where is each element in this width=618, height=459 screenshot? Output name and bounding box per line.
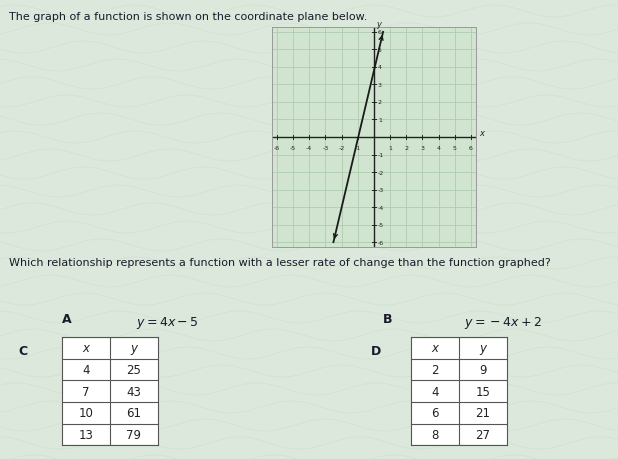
Text: 6: 6 bbox=[469, 146, 473, 151]
Text: -3: -3 bbox=[322, 146, 328, 151]
Text: B: B bbox=[383, 312, 392, 325]
Text: 25: 25 bbox=[126, 363, 141, 376]
Text: y: y bbox=[376, 20, 381, 28]
Text: 4: 4 bbox=[431, 385, 439, 398]
Text: 4: 4 bbox=[82, 363, 90, 376]
Text: -2: -2 bbox=[339, 146, 345, 151]
Text: x: x bbox=[431, 341, 438, 355]
Text: 5: 5 bbox=[378, 48, 382, 53]
Text: 43: 43 bbox=[126, 385, 141, 398]
Text: y: y bbox=[480, 341, 486, 355]
Text: 4: 4 bbox=[437, 146, 441, 151]
Text: 10: 10 bbox=[78, 406, 93, 420]
Text: -5: -5 bbox=[290, 146, 296, 151]
Text: 8: 8 bbox=[431, 428, 439, 441]
Text: 6: 6 bbox=[378, 30, 382, 35]
Text: -4: -4 bbox=[306, 146, 312, 151]
Text: 5: 5 bbox=[453, 146, 457, 151]
Text: $y = 4x - 5$: $y = 4x - 5$ bbox=[136, 314, 198, 330]
Text: 61: 61 bbox=[126, 406, 141, 420]
Text: The graph of a function is shown on the coordinate plane below.: The graph of a function is shown on the … bbox=[9, 11, 368, 22]
Text: -3: -3 bbox=[378, 188, 384, 193]
Text: 13: 13 bbox=[78, 428, 93, 441]
Text: C: C bbox=[19, 344, 28, 357]
Text: x: x bbox=[82, 341, 89, 355]
Text: D: D bbox=[371, 344, 381, 357]
Text: -1: -1 bbox=[355, 146, 361, 151]
Text: -5: -5 bbox=[378, 223, 384, 228]
Text: 15: 15 bbox=[475, 385, 490, 398]
Text: 1: 1 bbox=[378, 118, 382, 123]
Text: 3: 3 bbox=[420, 146, 425, 151]
Text: -6: -6 bbox=[274, 146, 280, 151]
Text: -2: -2 bbox=[378, 170, 384, 175]
Text: 9: 9 bbox=[479, 363, 486, 376]
Text: x: x bbox=[479, 129, 484, 138]
Text: 2: 2 bbox=[404, 146, 408, 151]
Text: 2: 2 bbox=[431, 363, 439, 376]
Text: 27: 27 bbox=[475, 428, 490, 441]
Text: A: A bbox=[62, 312, 72, 325]
Text: 3: 3 bbox=[378, 83, 382, 88]
Text: 21: 21 bbox=[475, 406, 490, 420]
Text: y: y bbox=[130, 341, 137, 355]
Text: -6: -6 bbox=[378, 240, 384, 245]
Text: 79: 79 bbox=[126, 428, 141, 441]
Text: 4: 4 bbox=[378, 65, 382, 70]
Text: 7: 7 bbox=[82, 385, 90, 398]
Text: 1: 1 bbox=[388, 146, 392, 151]
Text: Which relationship represents a function with a lesser rate of change than the f: Which relationship represents a function… bbox=[9, 257, 551, 267]
Text: 2: 2 bbox=[378, 100, 382, 105]
Text: -4: -4 bbox=[378, 205, 384, 210]
Text: $y = -4x + 2$: $y = -4x + 2$ bbox=[464, 314, 541, 330]
Text: -1: -1 bbox=[378, 153, 384, 158]
Text: 6: 6 bbox=[431, 406, 439, 420]
